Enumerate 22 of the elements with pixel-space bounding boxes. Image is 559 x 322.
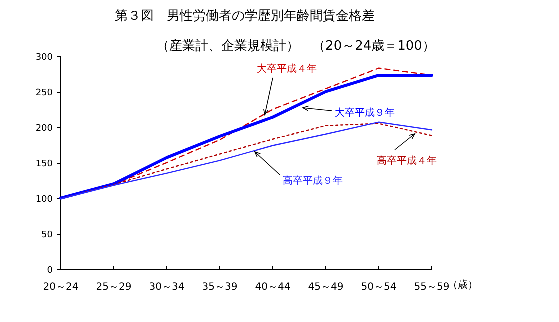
text: 高卒平成９年	[283, 175, 343, 187]
x-tick-label: 55～59	[414, 282, 450, 293]
x-axis-title: （歳）	[448, 279, 478, 291]
y-tick-label: 100	[36, 195, 54, 205]
x-tick-label: 20～24	[43, 282, 79, 293]
text: 高卒平成４年	[377, 155, 437, 167]
y-tick-label: 200	[36, 124, 54, 134]
y-tick-label: 0	[47, 266, 54, 276]
x-tick-label: 50～54	[361, 282, 397, 293]
series-label: 大卒平成４年	[257, 63, 317, 75]
series-label: 大卒平成９年	[335, 107, 395, 119]
y-tick-label: 300	[36, 53, 54, 63]
x-tick-label: 40～44	[255, 282, 291, 293]
y-tick-label: 250	[36, 88, 54, 98]
x-tick-label: 25～29	[96, 282, 132, 293]
x-tick-label: 35～39	[202, 282, 238, 293]
x-tick-label: 45～49	[308, 282, 344, 293]
y-tick-label: 50	[42, 230, 54, 240]
x-tick-label: 30～34	[149, 282, 185, 293]
chart-title: 第３図 男性労働者の学歴別年齢間賃金格差	[115, 9, 375, 24]
y-tick-label: 150	[36, 160, 54, 170]
chart-subtitle: （産業計、企業規模計） （20～24歳＝100）	[156, 38, 436, 54]
